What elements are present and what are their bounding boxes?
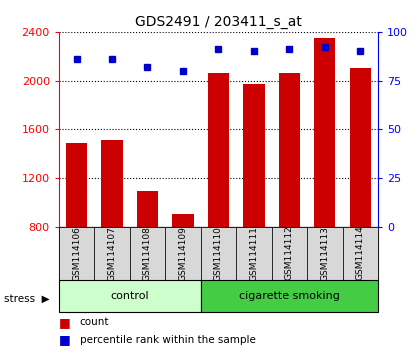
Bar [165,227,201,280]
Bar [130,227,165,280]
Bar [172,215,194,227]
Bar [236,227,272,280]
Bar [66,143,87,227]
Text: GSM114114: GSM114114 [356,226,365,280]
Text: GSM114110: GSM114110 [214,225,223,281]
Bar [137,191,158,227]
Text: control: control [110,291,149,301]
Text: percentile rank within the sample: percentile rank within the sample [80,335,256,345]
Text: ■: ■ [59,316,71,329]
Text: cigarette smoking: cigarette smoking [239,291,340,301]
Bar [208,73,229,227]
Text: GSM114108: GSM114108 [143,225,152,281]
Text: GSM114109: GSM114109 [178,225,187,281]
Bar [59,280,201,312]
Text: GSM114112: GSM114112 [285,226,294,280]
Text: count: count [80,317,109,327]
Bar [201,227,236,280]
Bar [201,280,378,312]
Bar [243,84,265,227]
Text: GSM114113: GSM114113 [320,225,329,281]
Bar [59,227,94,280]
Text: GSM114106: GSM114106 [72,225,81,281]
Bar [307,227,343,280]
Bar [279,73,300,227]
Text: stress  ▶: stress ▶ [4,294,50,304]
Text: GSM114111: GSM114111 [249,225,258,281]
Bar [272,227,307,280]
Bar [314,38,336,227]
Title: GDS2491 / 203411_s_at: GDS2491 / 203411_s_at [135,16,302,29]
Text: ■: ■ [59,333,71,346]
Bar [94,227,130,280]
Bar [349,68,371,227]
Bar [101,140,123,227]
Bar [343,227,378,280]
Text: GSM114107: GSM114107 [108,225,116,281]
